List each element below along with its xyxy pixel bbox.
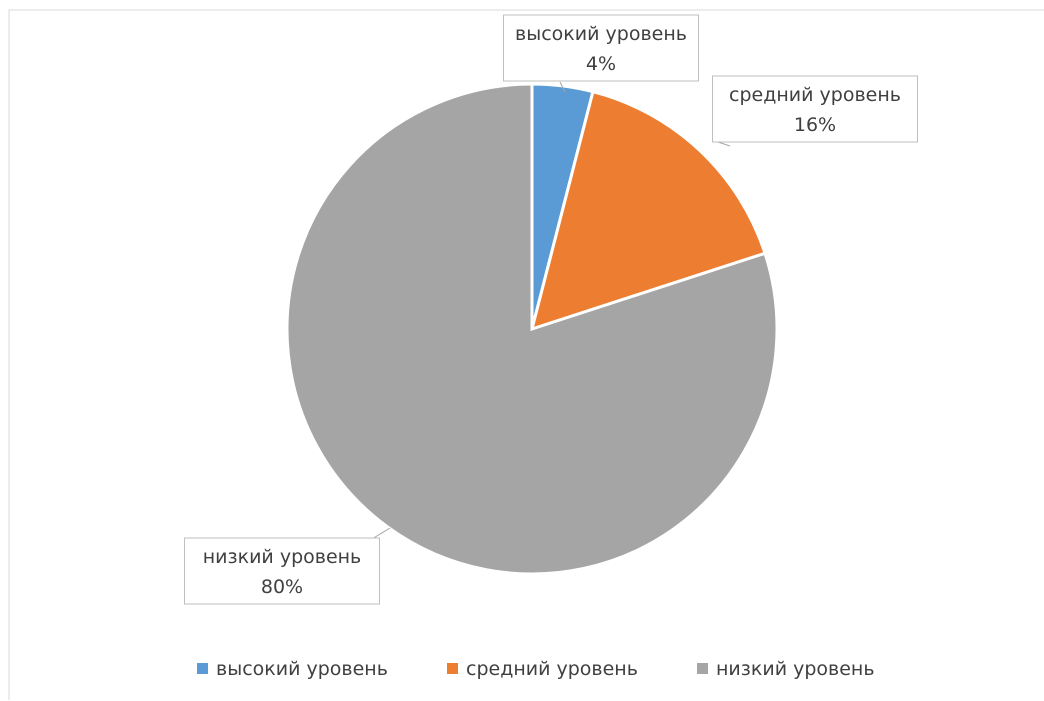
- data-label-category: высокий уровень: [515, 23, 687, 45]
- data-label-value: 4%: [586, 53, 616, 75]
- legend-item-низкий-уровень: низкий уровень: [697, 658, 875, 680]
- leader-line-низкий-уровень: [371, 527, 391, 540]
- data-label-box: [712, 75, 918, 143]
- legend: высокий уровень средний уровень низкий уро…: [197, 658, 875, 680]
- data-label-box: [184, 537, 380, 605]
- legend-label: низкий уровень: [716, 658, 875, 680]
- pie-slice-средний-уровень: [529, 89, 767, 332]
- legend-swatch: [697, 663, 708, 674]
- data-label-category: низкий уровень: [203, 546, 362, 568]
- data-label-category: средний уровень: [729, 84, 901, 106]
- leader-line-средний-уровень: [717, 141, 731, 147]
- data-label-value: 80%: [261, 576, 303, 598]
- data-label-низкий-уровень: низкий уровень 80%: [184, 537, 380, 605]
- data-label-высокий-уровень: высокий уровень 4%: [503, 14, 699, 82]
- legend-swatch: [197, 663, 208, 674]
- leader-lines: [371, 81, 731, 540]
- data-label-средний-уровень: средний уровень 16%: [712, 75, 918, 143]
- chart-frame-border: [8, 9, 1044, 700]
- pie-slice-низкий-уровень: [285, 82, 779, 576]
- pie-slices: [285, 82, 779, 576]
- legend-swatch: [447, 663, 458, 674]
- legend-label: высокий уровень: [216, 658, 388, 680]
- data-label-box: [503, 14, 699, 82]
- legend-item-высокий-уровень: высокий уровень: [197, 658, 388, 680]
- legend-item-средний-уровень: средний уровень: [447, 658, 638, 680]
- data-labels: высокий уровень 4% средний уровень 16% низки…: [184, 14, 918, 605]
- legend-label: средний уровень: [466, 658, 638, 680]
- leader-line-высокий-уровень: [559, 81, 566, 93]
- data-label-value: 16%: [794, 114, 836, 136]
